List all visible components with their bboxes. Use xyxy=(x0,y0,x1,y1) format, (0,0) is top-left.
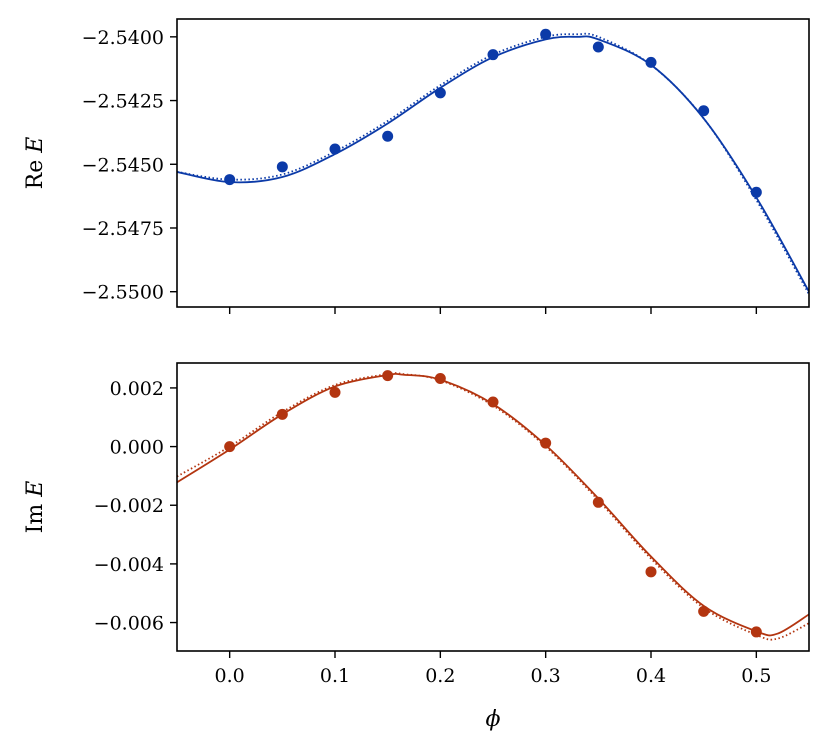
y-tick-label: −2.5475 xyxy=(82,218,164,240)
y-tick-label: −0.006 xyxy=(94,613,164,635)
data-point xyxy=(645,566,657,578)
data-point xyxy=(645,56,657,68)
y-tick-label: −0.004 xyxy=(94,554,164,576)
data-point xyxy=(224,441,236,453)
y-tick-label: −0.002 xyxy=(94,495,164,517)
data-point xyxy=(750,186,762,198)
im-e-solid-fit-line xyxy=(177,372,809,637)
x-tick-label: 0.4 xyxy=(636,665,666,687)
re-e-solid-fit-line xyxy=(177,35,809,293)
data-point xyxy=(698,105,710,117)
data-point xyxy=(487,49,499,61)
x-tick-label: 0.0 xyxy=(215,665,245,687)
data-point xyxy=(698,605,710,617)
bottom-y-ticks: 0.002 0.000 −0.002 −0.004 −0.006 xyxy=(94,378,177,635)
x-axis-label: ϕ xyxy=(486,707,501,732)
y-tick-label: 0.002 xyxy=(110,378,164,400)
top-plot-frame xyxy=(176,18,810,308)
im-e-data-points xyxy=(224,370,762,638)
data-point xyxy=(382,370,394,382)
top-y-axis-label: Re E xyxy=(23,137,48,190)
data-point xyxy=(224,174,236,186)
im-e-dotted-fit-line xyxy=(177,372,809,641)
data-point xyxy=(592,41,604,53)
bottom-panel: 0.0 0.1 0.2 0.3 0.4 0.5 0.002 0.000 −0.002 −0.00… xyxy=(23,362,810,732)
x-tick-label: 0.5 xyxy=(741,665,771,687)
y-tick-label: −2.5425 xyxy=(82,91,164,113)
data-point xyxy=(329,386,341,398)
y-tick-label: −2.5400 xyxy=(82,27,164,49)
x-tick-label: 0.3 xyxy=(531,665,561,687)
re-e-dotted-fit-line xyxy=(177,32,809,295)
top-panel: −2.5400 −2.5425 −2.5450 −2.5475 −2.5500 Re E xyxy=(23,18,810,314)
data-point xyxy=(434,87,446,99)
data-point xyxy=(276,161,288,173)
re-e-data-points xyxy=(224,28,762,198)
top-y-ticks: −2.5400 −2.5425 −2.5450 −2.5475 −2.5500 xyxy=(82,27,177,304)
top-x-ticks xyxy=(228,307,758,314)
data-point xyxy=(750,626,762,638)
y-tick-label: −2.5500 xyxy=(82,282,164,304)
y-tick-label: −2.5450 xyxy=(82,154,164,176)
data-point xyxy=(434,373,446,385)
x-tick-label: 0.1 xyxy=(320,665,350,687)
data-point xyxy=(540,437,552,449)
data-point xyxy=(487,396,499,408)
bottom-x-ticks: 0.0 0.1 0.2 0.3 0.4 0.5 xyxy=(215,651,771,687)
data-point xyxy=(540,28,552,40)
data-point xyxy=(382,130,394,142)
data-point xyxy=(329,143,341,155)
data-point xyxy=(592,496,604,508)
bottom-plot-frame xyxy=(176,362,810,652)
x-tick-label: 0.2 xyxy=(425,665,455,687)
data-point xyxy=(276,408,288,420)
y-tick-label: 0.000 xyxy=(110,437,164,459)
bottom-y-axis-label: Im E xyxy=(23,481,48,534)
